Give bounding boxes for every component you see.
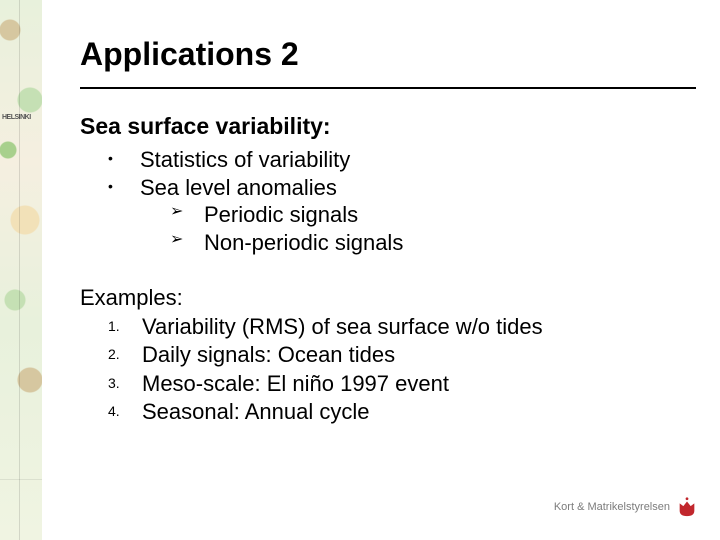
footer-text: Kort & Matrikelstyrelsen bbox=[554, 501, 670, 513]
list-item: Meso-scale: El niño 1997 event bbox=[108, 370, 696, 398]
list-item: Variability (RMS) of sea surface w/o tid… bbox=[108, 313, 696, 341]
section-heading: Sea surface variability: bbox=[80, 113, 696, 140]
list-item-label: Sea level anomalies bbox=[140, 175, 337, 200]
list-item: Non-periodic signals bbox=[170, 229, 696, 257]
list-item: Sea level anomalies Periodic signals Non… bbox=[108, 174, 696, 258]
examples-block: Examples: Variability (RMS) of sea surfa… bbox=[80, 285, 696, 426]
slide-title: Applications 2 bbox=[80, 36, 696, 73]
arrow-sublist: Periodic signals Non-periodic signals bbox=[170, 201, 696, 257]
list-item: Statistics of variability bbox=[108, 146, 696, 174]
title-rule bbox=[80, 87, 696, 89]
examples-label: Examples: bbox=[80, 285, 696, 311]
list-item: Daily signals: Ocean tides bbox=[108, 341, 696, 369]
examples-list: Variability (RMS) of sea surface w/o tid… bbox=[108, 313, 696, 426]
crown-shield-icon bbox=[676, 496, 698, 518]
map-sidebar: HELSINKI bbox=[0, 0, 42, 540]
map-label: HELSINKI bbox=[2, 114, 31, 121]
slide-content: Applications 2 Sea surface variability: … bbox=[80, 36, 696, 426]
list-item: Periodic signals bbox=[170, 201, 696, 229]
list-item: Seasonal: Annual cycle bbox=[108, 398, 696, 426]
bullet-list: Statistics of variability Sea level anom… bbox=[108, 146, 696, 257]
footer-logo: Kort & Matrikelstyrelsen bbox=[554, 496, 698, 518]
